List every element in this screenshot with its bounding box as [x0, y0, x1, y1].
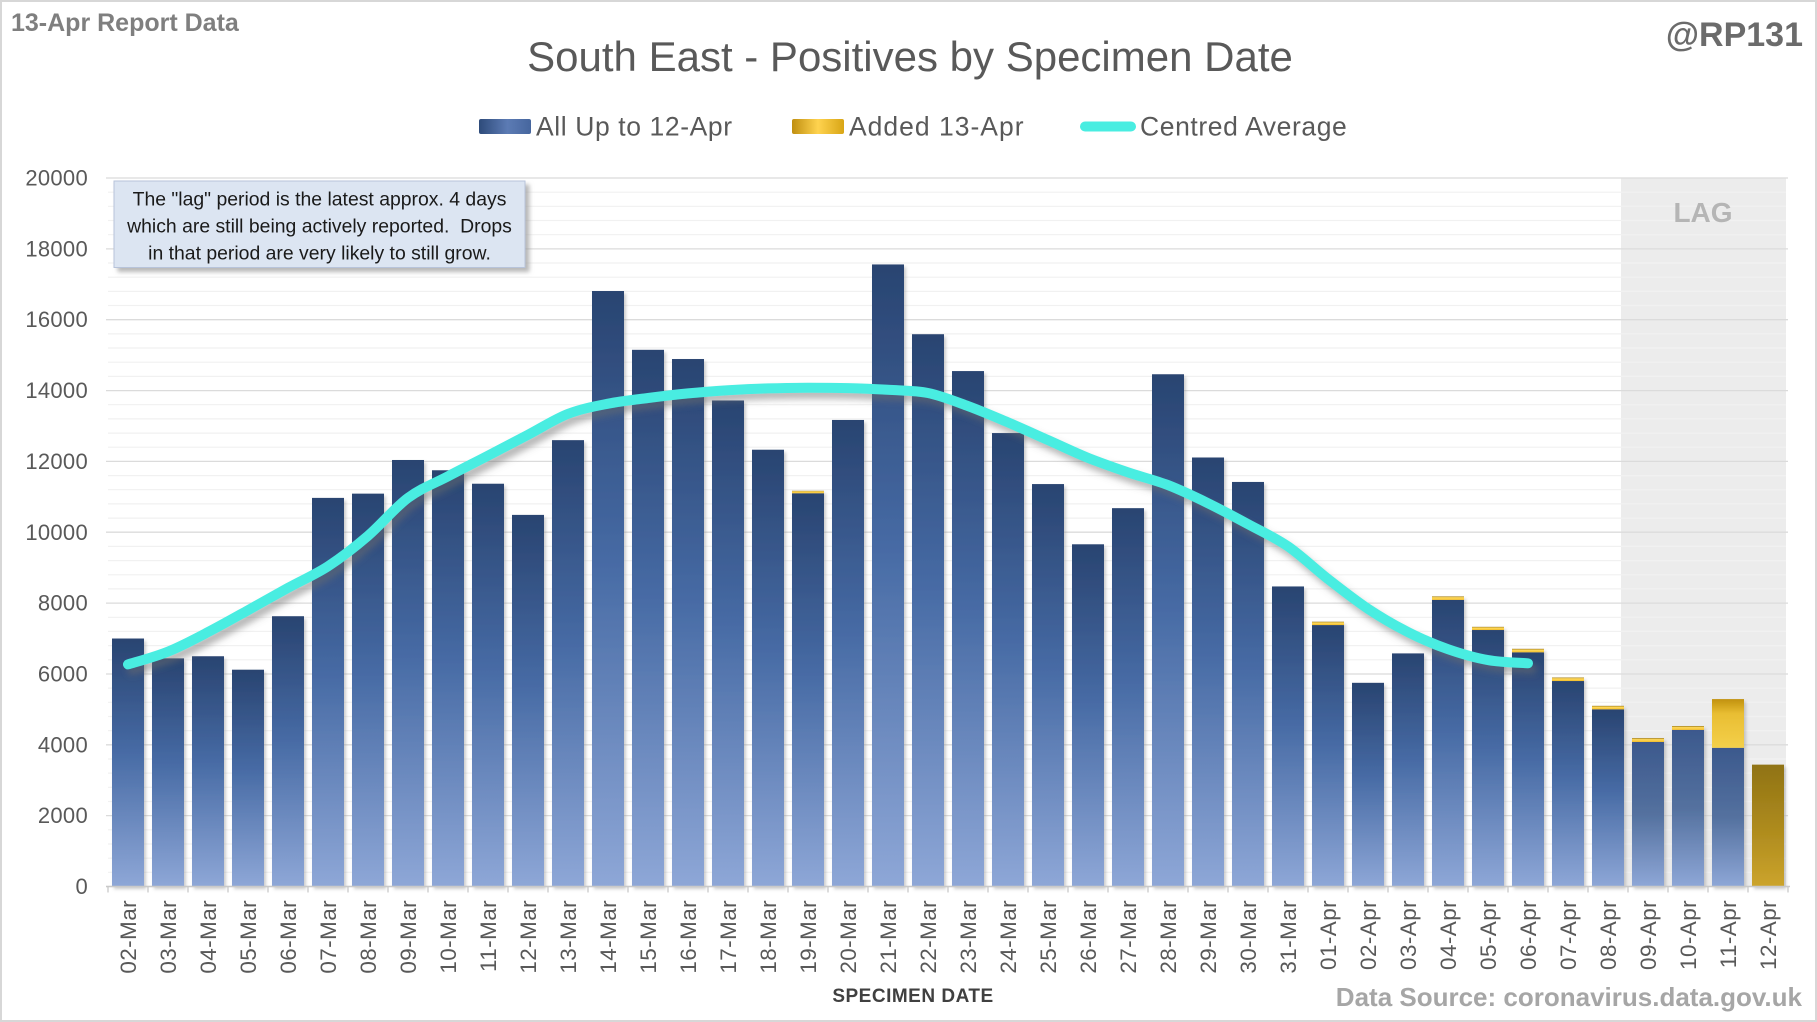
svg-text:12-Apr: 12-Apr — [1756, 900, 1781, 970]
svg-text:6000: 6000 — [38, 662, 88, 687]
svg-text:13-Apr Report Data: 13-Apr Report Data — [11, 9, 240, 37]
svg-text:21-Mar: 21-Mar — [876, 900, 901, 974]
svg-text:10000: 10000 — [25, 520, 88, 545]
svg-text:27-Mar: 27-Mar — [1116, 900, 1141, 974]
svg-text:08-Apr: 08-Apr — [1596, 900, 1621, 970]
svg-text:Data Source: coronavirus.data.: Data Source: coronavirus.data.gov.uk — [1336, 982, 1803, 1012]
svg-text:02-Apr: 02-Apr — [1356, 900, 1381, 970]
svg-text:0: 0 — [75, 874, 88, 899]
svg-text:All Up to 12-Apr: All Up to 12-Apr — [536, 112, 733, 142]
svg-text:29-Mar: 29-Mar — [1196, 900, 1221, 974]
svg-text:SPECIMEN DATE: SPECIMEN DATE — [832, 986, 993, 1007]
svg-text:03-Apr: 03-Apr — [1396, 900, 1421, 970]
svg-text:4000: 4000 — [38, 732, 88, 757]
svg-text:30-Mar: 30-Mar — [1236, 900, 1261, 974]
svg-text:07-Mar: 07-Mar — [316, 900, 341, 974]
svg-text:19-Mar: 19-Mar — [796, 900, 821, 974]
svg-text:13-Mar: 13-Mar — [556, 900, 581, 974]
svg-text:01-Apr: 01-Apr — [1316, 900, 1341, 970]
svg-text:16-Mar: 16-Mar — [676, 900, 701, 974]
svg-text:14000: 14000 — [25, 378, 88, 403]
svg-text:05-Mar: 05-Mar — [236, 900, 261, 974]
svg-text:The "lag" period is the latest: The "lag" period is the latest approx. 4… — [133, 189, 507, 211]
svg-text:14-Mar: 14-Mar — [596, 900, 621, 974]
svg-text:06-Mar: 06-Mar — [276, 900, 301, 974]
svg-text:which are still being actively: which are still being actively reported.… — [126, 216, 512, 238]
svg-text:28-Mar: 28-Mar — [1156, 900, 1181, 974]
svg-text:18000: 18000 — [25, 236, 88, 261]
svg-text:11-Mar: 11-Mar — [476, 900, 501, 972]
svg-text:10-Mar: 10-Mar — [436, 900, 461, 974]
svg-text:23-Mar: 23-Mar — [956, 900, 981, 974]
svg-text:South East - Positives by Spec: South East - Positives by Specimen Date — [527, 33, 1293, 80]
svg-text:08-Mar: 08-Mar — [356, 900, 381, 974]
svg-text:22-Mar: 22-Mar — [916, 900, 941, 974]
svg-text:24-Mar: 24-Mar — [996, 900, 1021, 974]
svg-text:LAG: LAG — [1673, 197, 1732, 228]
svg-text:2000: 2000 — [38, 803, 88, 828]
svg-text:in that period are very likely: in that period are very likely to still … — [148, 243, 491, 265]
svg-text:16000: 16000 — [25, 307, 88, 332]
svg-text:@RP131: @RP131 — [1666, 16, 1803, 54]
svg-text:12-Mar: 12-Mar — [516, 900, 541, 974]
svg-text:20000: 20000 — [25, 166, 88, 191]
svg-text:8000: 8000 — [38, 591, 88, 616]
svg-text:04-Apr: 04-Apr — [1436, 900, 1461, 970]
svg-text:Added 13-Apr: Added 13-Apr — [849, 112, 1025, 142]
svg-text:05-Apr: 05-Apr — [1476, 900, 1501, 970]
svg-text:03-Mar: 03-Mar — [156, 900, 181, 974]
svg-text:18-Mar: 18-Mar — [756, 900, 781, 974]
svg-text:09-Apr: 09-Apr — [1636, 900, 1661, 970]
svg-text:11-Apr: 11-Apr — [1716, 900, 1741, 968]
svg-text:12000: 12000 — [25, 449, 88, 474]
svg-text:15-Mar: 15-Mar — [636, 900, 661, 974]
svg-text:25-Mar: 25-Mar — [1036, 900, 1061, 974]
svg-text:02-Mar: 02-Mar — [116, 900, 141, 974]
svg-text:17-Mar: 17-Mar — [716, 900, 741, 974]
svg-text:10-Apr: 10-Apr — [1676, 900, 1701, 970]
svg-text:20-Mar: 20-Mar — [836, 900, 861, 974]
svg-text:26-Mar: 26-Mar — [1076, 900, 1101, 974]
svg-text:07-Apr: 07-Apr — [1556, 900, 1581, 970]
svg-text:04-Mar: 04-Mar — [196, 900, 221, 974]
svg-text:Centred Average: Centred Average — [1140, 112, 1347, 142]
svg-text:06-Apr: 06-Apr — [1516, 900, 1541, 970]
svg-text:31-Mar: 31-Mar — [1276, 900, 1301, 974]
svg-text:09-Mar: 09-Mar — [396, 900, 421, 974]
